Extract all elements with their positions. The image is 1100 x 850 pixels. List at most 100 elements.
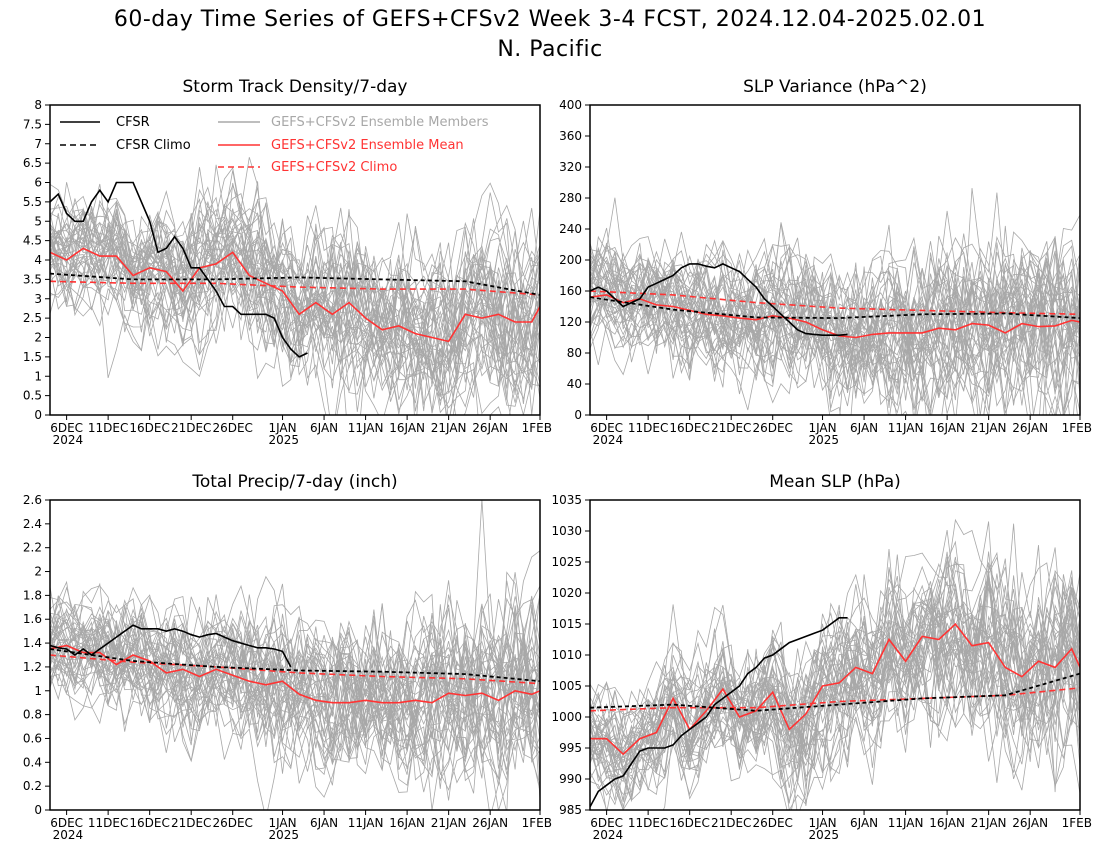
ensemble-member-line <box>590 578 1080 800</box>
y-tick-label: 1.4 <box>23 636 42 650</box>
ensemble-member-line <box>50 164 540 369</box>
ensemble-member-line <box>50 596 540 751</box>
series <box>590 263 1080 339</box>
y-tick-label: 0.8 <box>23 708 42 722</box>
y-tick-label: 2.6 <box>23 493 42 507</box>
ensemble-member-line <box>590 587 1080 795</box>
cfsr-line <box>590 263 848 337</box>
x-tick-year-label: 2025 <box>809 433 840 447</box>
x-tick-label: 16JAN <box>929 421 965 435</box>
y-tick-label: 80 <box>567 346 582 360</box>
ensemble-member-line <box>590 239 1080 361</box>
x-tick-label: 6JAN <box>310 816 338 830</box>
x-tick-label: 21JAN <box>971 816 1007 830</box>
panel-title: Storm Track Density/7-day <box>183 77 408 97</box>
x-tick-label: 11JAN <box>348 816 384 830</box>
ensemble-member-line <box>590 588 1080 783</box>
ensemble-member-line <box>590 264 1080 415</box>
x-tick-label: 16DEC <box>669 421 709 435</box>
ensemble-members <box>50 157 540 415</box>
y-tick-label: 7.5 <box>23 117 42 131</box>
y-tick-label: 1000 <box>551 710 582 724</box>
x-tick-label: 1JAN <box>808 816 836 830</box>
y-tick-label: 1005 <box>551 679 582 693</box>
panel-title: Mean SLP (hPa) <box>769 472 901 492</box>
x-tick-label: 11DEC <box>628 421 668 435</box>
ensemble-member-line <box>50 157 540 331</box>
y-tick-label: 1.8 <box>23 588 42 602</box>
ensemble-member-line <box>50 610 540 735</box>
ensemble-member-line <box>590 567 1080 783</box>
ensemble-member-line <box>590 238 1080 415</box>
y-tick-label: 0.4 <box>23 755 42 769</box>
y-tick-label: 1.5 <box>23 350 42 364</box>
x-tick-label: 16JAN <box>929 816 965 830</box>
x-tick-label: 11JAN <box>888 816 924 830</box>
x-tick-label: 6DEC <box>50 816 83 830</box>
legend: CFSR CFSR Climo GEFS+CFSv2 Ensemble Memb… <box>60 115 489 175</box>
x-tick-label: 21JAN <box>431 421 467 435</box>
legend-members: GEFS+CFSv2 Ensemble Members <box>271 115 489 130</box>
x-tick-label: 1FEB <box>1062 421 1092 435</box>
ensemble-member-line <box>50 618 540 774</box>
y-axis: 0 40 80 120 160 200 240 280 320 360 400 <box>559 98 590 422</box>
ensemble-member-line <box>590 241 1080 368</box>
x-tick-label: 6DEC <box>590 421 623 435</box>
y-tick-label: 985 <box>559 803 582 817</box>
x-tick-label: 6DEC <box>590 816 623 830</box>
x-tick-label: 26JAN <box>1012 421 1048 435</box>
figure-title: 60-day Time Series of GEFS+CFSv2 Week 3-… <box>114 7 986 32</box>
ensemble-member-line <box>590 582 1080 773</box>
y-tick-label: 5 <box>34 214 42 228</box>
y-tick-label: 1030 <box>551 524 582 538</box>
x-tick-year-label: 2025 <box>269 433 300 447</box>
x-tick-label: 11DEC <box>628 816 668 830</box>
ensemble-member-line <box>50 608 540 786</box>
y-tick-label: 6.5 <box>23 156 42 170</box>
panel-mean-slp: Mean SLP (hPa) 985 990 995 1000 1005 1010 1015 1… <box>551 472 1092 842</box>
ensemble-member-line <box>50 192 540 415</box>
y-tick-label: 7 <box>34 137 42 151</box>
ensemble-member-line <box>590 246 1078 415</box>
ensemble-members <box>590 188 1080 415</box>
y-axis: 985 990 995 1000 1005 1010 1015 1020 1025 1030 103… <box>551 493 590 817</box>
ensemble-member-line <box>590 609 1080 787</box>
ensemble-member-line <box>50 630 540 786</box>
y-tick-label: 1 <box>34 369 42 383</box>
y-tick-label: 1 <box>34 684 42 698</box>
ensemble-member-line <box>590 545 1080 791</box>
y-tick-label: 1010 <box>551 648 582 662</box>
x-tick-label: 1JAN <box>808 421 836 435</box>
ensemble-member-line <box>50 204 540 372</box>
x-tick-year-label: 2024 <box>53 828 84 842</box>
x-tick-label: 1JAN <box>268 816 296 830</box>
y-tick-label: 240 <box>559 222 582 236</box>
ensemble-member-line <box>590 242 1080 414</box>
y-tick-label: 40 <box>567 377 582 391</box>
y-tick-label: 400 <box>559 98 582 112</box>
cfsr-line <box>590 616 848 808</box>
series <box>50 181 540 358</box>
ensemble-member-line <box>590 270 1080 415</box>
gefs-climo-line <box>50 654 540 685</box>
ensemble-member-line <box>50 615 540 756</box>
y-tick-label: 2 <box>34 331 42 345</box>
ensemble-mean-line <box>590 622 1080 756</box>
ensemble-member-line <box>50 626 540 792</box>
y-tick-label: 3 <box>34 292 42 306</box>
ensemble-member-line <box>590 581 1080 810</box>
ensemble-member-line <box>50 594 540 784</box>
x-tick-label: 1JAN <box>268 421 296 435</box>
ensemble-member-line <box>50 599 540 779</box>
legend-cfsr: CFSR <box>116 115 150 130</box>
y-tick-label: 360 <box>559 129 582 143</box>
y-tick-label: 0.6 <box>23 731 42 745</box>
y-tick-label: 280 <box>559 191 582 205</box>
y-tick-label: 200 <box>559 253 582 267</box>
y-tick-label: 120 <box>559 315 582 329</box>
ensemble-member-line <box>50 603 540 791</box>
ensemble-member-line <box>50 210 540 389</box>
